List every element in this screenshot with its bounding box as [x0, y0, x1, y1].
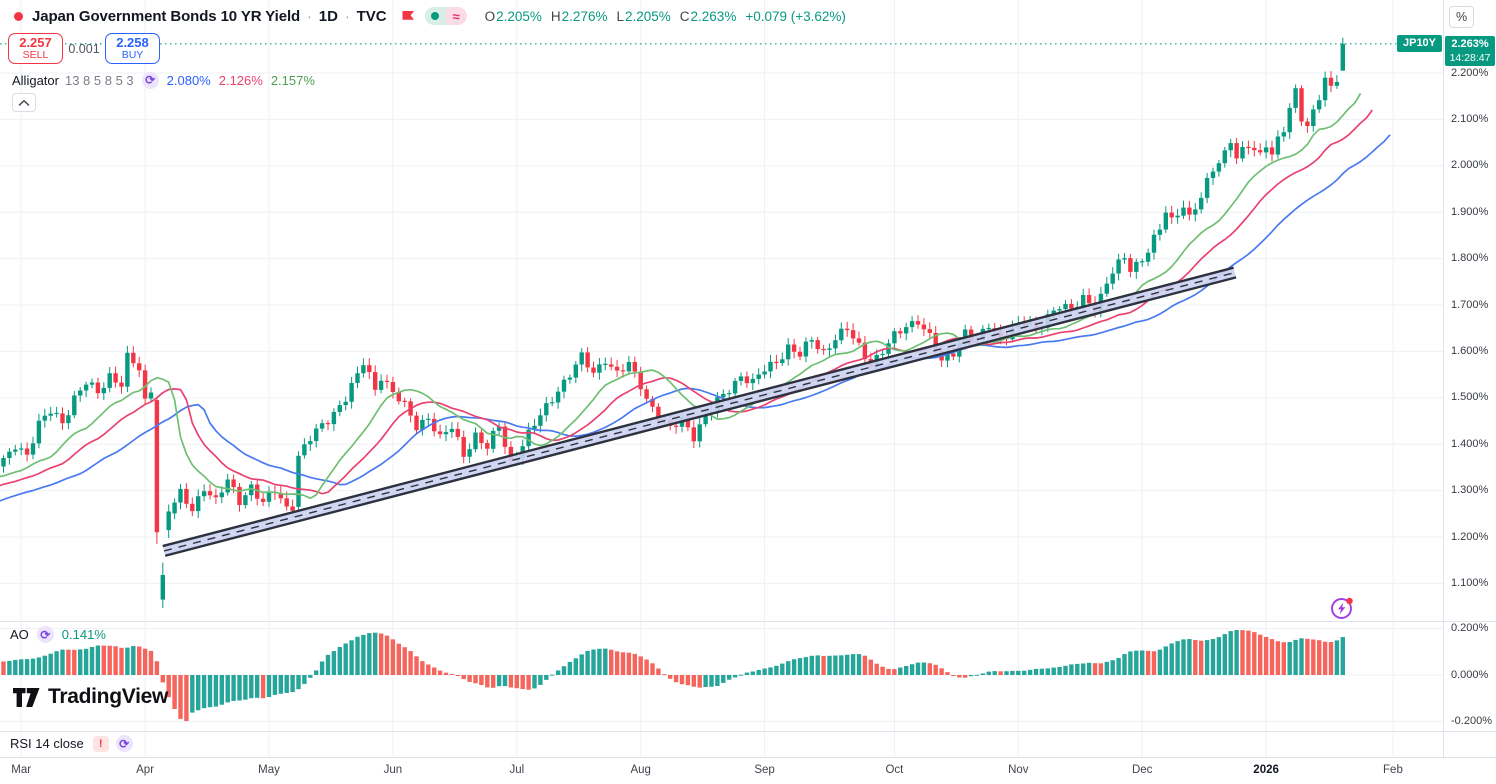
- price-tick-label: 1.600%: [1451, 344, 1489, 357]
- rsi-name[interactable]: RSI 14 close: [10, 736, 84, 751]
- ao-legend: AO ⟳ 0.141%: [10, 626, 106, 643]
- ao-histogram: [1, 630, 1345, 721]
- sell-button[interactable]: 2.257 SELL: [8, 33, 63, 64]
- price-tick-label: 1.700%: [1451, 298, 1489, 311]
- symbol-legend: Japan Government Bonds 10 YR Yield · 1D …: [10, 5, 855, 27]
- price-chart-canvas[interactable]: [0, 0, 1443, 757]
- price-tick-label: 2.200%: [1451, 66, 1489, 79]
- exchange-label[interactable]: TVC: [356, 7, 387, 25]
- time-tick-label: Oct: [885, 764, 904, 776]
- price-tick-label: 2.100%: [1451, 112, 1489, 125]
- candles: [1, 37, 1345, 608]
- price-tick-label: 1.200%: [1451, 530, 1489, 543]
- close-label: C: [679, 8, 690, 24]
- refresh-icon[interactable]: ⟳: [36, 626, 54, 643]
- alert-icon[interactable]: !: [92, 735, 109, 752]
- last-price-badge[interactable]: 2.263% 14:28:47: [1445, 35, 1495, 66]
- time-tick-label: Apr: [136, 764, 155, 776]
- time-tick-label: Sep: [754, 764, 775, 776]
- tradingview-watermark: TradingView: [13, 685, 168, 709]
- chevron-up-icon: [18, 99, 30, 106]
- price-tick-label: 1.800%: [1451, 252, 1489, 265]
- time-tick-label: Nov: [1008, 764, 1029, 776]
- time-tick-label: 2026: [1253, 764, 1279, 776]
- alligator-lips-value: 2.157%: [270, 72, 315, 88]
- tradingview-logo-text: TradingView: [48, 685, 169, 708]
- price-tick-label: 2.000%: [1451, 159, 1489, 172]
- price-scale[interactable]: % ⚙ 2.200%2.100%2.000%1.900%1.800%1.700%…: [1443, 0, 1496, 784]
- sell-price: 2.257: [19, 35, 52, 51]
- time-tick-label: Jun: [383, 764, 403, 776]
- pane-divider-main-ao[interactable]: [0, 621, 1496, 622]
- ao-name[interactable]: AO: [10, 627, 29, 642]
- price-tick-label: 0.200%: [1451, 622, 1489, 634]
- alligator-jaw-value: 2.080%: [166, 72, 211, 88]
- alligator-teeth-value: 2.126%: [218, 72, 263, 88]
- time-tick-label: Dec: [1131, 764, 1153, 776]
- high-label: H: [550, 8, 561, 24]
- price-tick-label: 1.100%: [1451, 576, 1489, 589]
- spread-value: 0.001: [68, 41, 100, 56]
- market-status-dot-icon: [14, 11, 23, 21]
- trade-panel: 2.257 SELL 0.001 2.258 BUY: [8, 33, 160, 64]
- time-tick-label: Feb: [1383, 764, 1403, 776]
- trend-channel: [162, 266, 1237, 557]
- separator: ·: [307, 8, 312, 24]
- grid: [0, 0, 1443, 757]
- close-value: 2.263%: [690, 8, 737, 24]
- rsi-legend: RSI 14 close ! ⟳: [10, 735, 133, 752]
- realtime-dot-icon: [424, 7, 446, 25]
- pane-divider-ao-rsi[interactable]: [0, 731, 1496, 732]
- jaw-line: [0, 134, 1391, 502]
- buy-button[interactable]: 2.258 BUY: [105, 33, 160, 64]
- price-tick-label: 1.400%: [1451, 437, 1489, 450]
- flash-data-icon[interactable]: [1328, 594, 1356, 627]
- open-value: 2.205%: [496, 8, 542, 24]
- low-value: 2.205%: [624, 8, 671, 24]
- collapse-legend-button[interactable]: [12, 93, 36, 112]
- sell-label: SELL: [22, 48, 49, 61]
- symbol-price-label[interactable]: JP10Y: [1397, 35, 1442, 53]
- tradingview-logo-icon: [13, 687, 40, 707]
- ohlc-values: O 2.205% H 2.276% L 2.205% C 2.263% +0.0…: [485, 9, 855, 24]
- price-tick-label: 1.300%: [1451, 484, 1489, 497]
- low-label: L: [616, 8, 624, 24]
- high-value: 2.276%: [561, 8, 608, 24]
- time-tick-label: Aug: [630, 764, 651, 776]
- price-tick-label: -0.200%: [1451, 715, 1492, 727]
- time-tick-label: Jul: [509, 764, 525, 776]
- interval-label[interactable]: 1D: [318, 7, 338, 25]
- alligator-params: 13 8 5 8 5 3: [64, 72, 134, 88]
- price-tick-label: 1.500%: [1451, 391, 1489, 404]
- change-value: +0.079 (+3.62%): [745, 8, 846, 24]
- symbol-title[interactable]: Japan Government Bonds 10 YR Yield: [32, 7, 301, 25]
- separator: ·: [344, 8, 350, 24]
- delayed-data-icon: ≈: [445, 7, 467, 25]
- ao-value: 0.141%: [61, 627, 106, 642]
- market-status-pill[interactable]: ≈: [424, 7, 467, 25]
- buy-price: 2.258: [116, 35, 149, 51]
- alligator-name[interactable]: Alligator: [12, 72, 59, 88]
- price-tick-label: 1.900%: [1451, 205, 1489, 218]
- session-countdown: 14:28:47: [1449, 51, 1491, 64]
- price-tick-label: 0.000%: [1451, 668, 1489, 681]
- last-price-value: 2.263%: [1451, 37, 1489, 50]
- alligator-legend: Alligator 13 8 5 8 5 3 ⟳ 2.080% 2.126% 2…: [12, 71, 323, 89]
- teeth-line: [0, 109, 1373, 495]
- refresh-icon[interactable]: ⟳: [115, 735, 133, 752]
- time-axis[interactable]: Mar Apr May Jun Jul Aug Sep Oct Nov Dec 2026 Feb: [0, 757, 1496, 784]
- time-tick-label: May: [258, 764, 280, 776]
- refresh-icon[interactable]: ⟳: [141, 71, 159, 89]
- flag-icon[interactable]: [401, 10, 415, 23]
- open-label: O: [484, 8, 496, 24]
- buy-label: BUY: [121, 48, 144, 61]
- time-tick-label: Mar: [11, 764, 32, 776]
- percent-scale-button[interactable]: %: [1449, 6, 1474, 28]
